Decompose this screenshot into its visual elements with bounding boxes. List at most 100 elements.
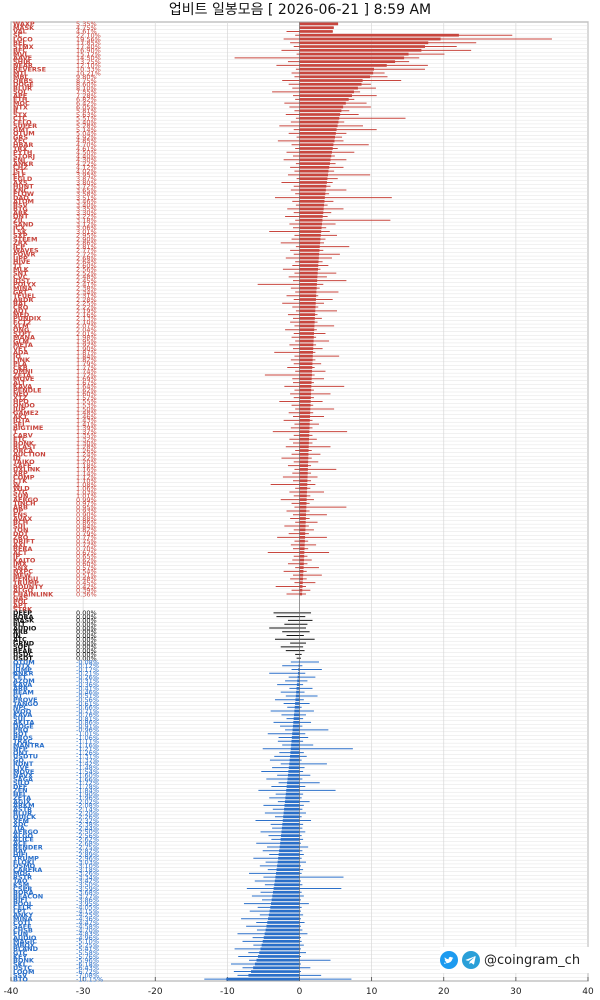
row-value-label: -4.58% <box>76 923 99 931</box>
row-value-label: -1.21% <box>76 745 99 753</box>
row-label: DOT <box>13 530 29 538</box>
row-value-label: 2.31% <box>76 292 97 300</box>
row-value-label: 1.24% <box>76 451 97 459</box>
row-label: TAIKO <box>13 458 35 466</box>
row-value-label: -7.08% <box>76 972 99 980</box>
row-value-label: 6.05% <box>76 103 97 111</box>
row-label: BEAR <box>13 647 32 655</box>
bar <box>270 906 300 909</box>
row-value-label: -0.66% <box>76 704 99 712</box>
row-label: MEW <box>13 571 31 579</box>
row-value-label: 2.41% <box>76 281 97 289</box>
row-label: CELO <box>13 118 32 126</box>
row-label: ATC <box>13 636 27 644</box>
bar <box>299 520 306 524</box>
row-label: CRO <box>13 303 29 311</box>
bar <box>299 256 319 260</box>
row-value-label: 0.39% <box>76 587 97 595</box>
bar <box>284 804 300 807</box>
row-label: DAO <box>13 194 29 202</box>
bar <box>299 441 309 445</box>
row-value-label: -6.72% <box>76 968 99 976</box>
row-value-label: 3.40% <box>76 201 97 209</box>
bar <box>265 928 300 932</box>
row-value-label: 3.95% <box>76 171 97 179</box>
bar <box>299 324 315 328</box>
bar <box>299 381 312 384</box>
row-label: BORA <box>13 889 34 897</box>
bar <box>279 845 300 849</box>
bar <box>264 932 300 936</box>
row-label: SKL <box>13 960 27 968</box>
row-value-label: 0.57% <box>76 564 97 572</box>
row-value-label: 3.01% <box>76 228 97 236</box>
row-value-label: -3.03% <box>76 858 99 866</box>
row-label: AXS <box>13 179 28 187</box>
row-value-label: -0.21% <box>76 670 99 678</box>
bar <box>299 86 358 90</box>
row-label: POOL <box>13 900 33 908</box>
bar <box>299 275 318 279</box>
row-label: AKITA <box>13 719 34 727</box>
row-label: ICP <box>13 243 25 251</box>
bar <box>299 147 333 150</box>
bar <box>299 566 304 569</box>
row-label: OMNI <box>13 368 33 376</box>
bar <box>299 332 314 335</box>
row-label: TIA <box>13 824 25 832</box>
row-value-label: 1.30% <box>76 439 97 447</box>
row-value-label: 0.62% <box>76 556 97 564</box>
row-label: JUP <box>12 405 26 413</box>
row-label: SUI <box>13 715 25 723</box>
row-label: ANKY <box>13 911 34 919</box>
bar <box>299 218 323 222</box>
row-value-label: -1.60% <box>76 772 99 780</box>
telegram-icon[interactable] <box>462 951 480 969</box>
row-value-label: 1.12% <box>76 473 97 481</box>
row-label: XTZ <box>13 394 27 402</box>
row-label: QTUM <box>13 130 35 138</box>
row-value-label: 2.22% <box>76 303 97 311</box>
bar <box>294 705 300 709</box>
row-value-label: 2.64% <box>76 258 97 266</box>
row-value-label: 1.01% <box>76 492 97 500</box>
row-label: CSPR <box>13 885 32 893</box>
bar <box>299 460 309 464</box>
row-label: MANA <box>13 334 35 342</box>
row-value-label: 1.64% <box>76 383 97 391</box>
bar <box>281 830 300 834</box>
row-label: MINA <box>13 284 32 292</box>
row-value-label: 2.38% <box>76 284 97 292</box>
bar <box>299 26 334 30</box>
bar <box>282 822 300 826</box>
bar <box>299 592 303 596</box>
twitter-icon[interactable] <box>440 951 458 969</box>
row-label: DEEP <box>13 609 32 617</box>
row-value-label: 0.97% <box>76 500 97 508</box>
bar <box>299 309 316 313</box>
row-label: GMT <box>13 126 30 134</box>
row-label: KSM <box>13 881 29 889</box>
row-value-label: 3.06% <box>76 224 97 232</box>
bar <box>299 188 326 192</box>
row-label: AQT <box>13 307 29 315</box>
row-value-label: 0.00% <box>76 643 97 651</box>
bar <box>299 384 312 388</box>
row-value-label: 14.50% <box>76 54 101 62</box>
bar <box>299 45 425 48</box>
row-value-label: 0.90% <box>76 511 97 519</box>
row-value-label: -0.17% <box>76 666 99 674</box>
row-value-label: 3.12% <box>76 220 97 228</box>
row-label: ELF <box>13 171 26 179</box>
row-value-label: -2.96% <box>76 855 99 863</box>
row-value-label: 4.40% <box>76 152 97 160</box>
row-value-label: -1.78% <box>76 783 99 791</box>
row-label: VET <box>13 345 27 353</box>
bar <box>273 887 300 890</box>
row-label: WOO <box>13 707 32 715</box>
row-label: SAFE <box>13 923 32 931</box>
row-label: MLK <box>13 266 30 274</box>
bar <box>299 445 309 449</box>
row-label: BEACON <box>13 892 43 900</box>
row-label: XEC <box>13 137 27 145</box>
